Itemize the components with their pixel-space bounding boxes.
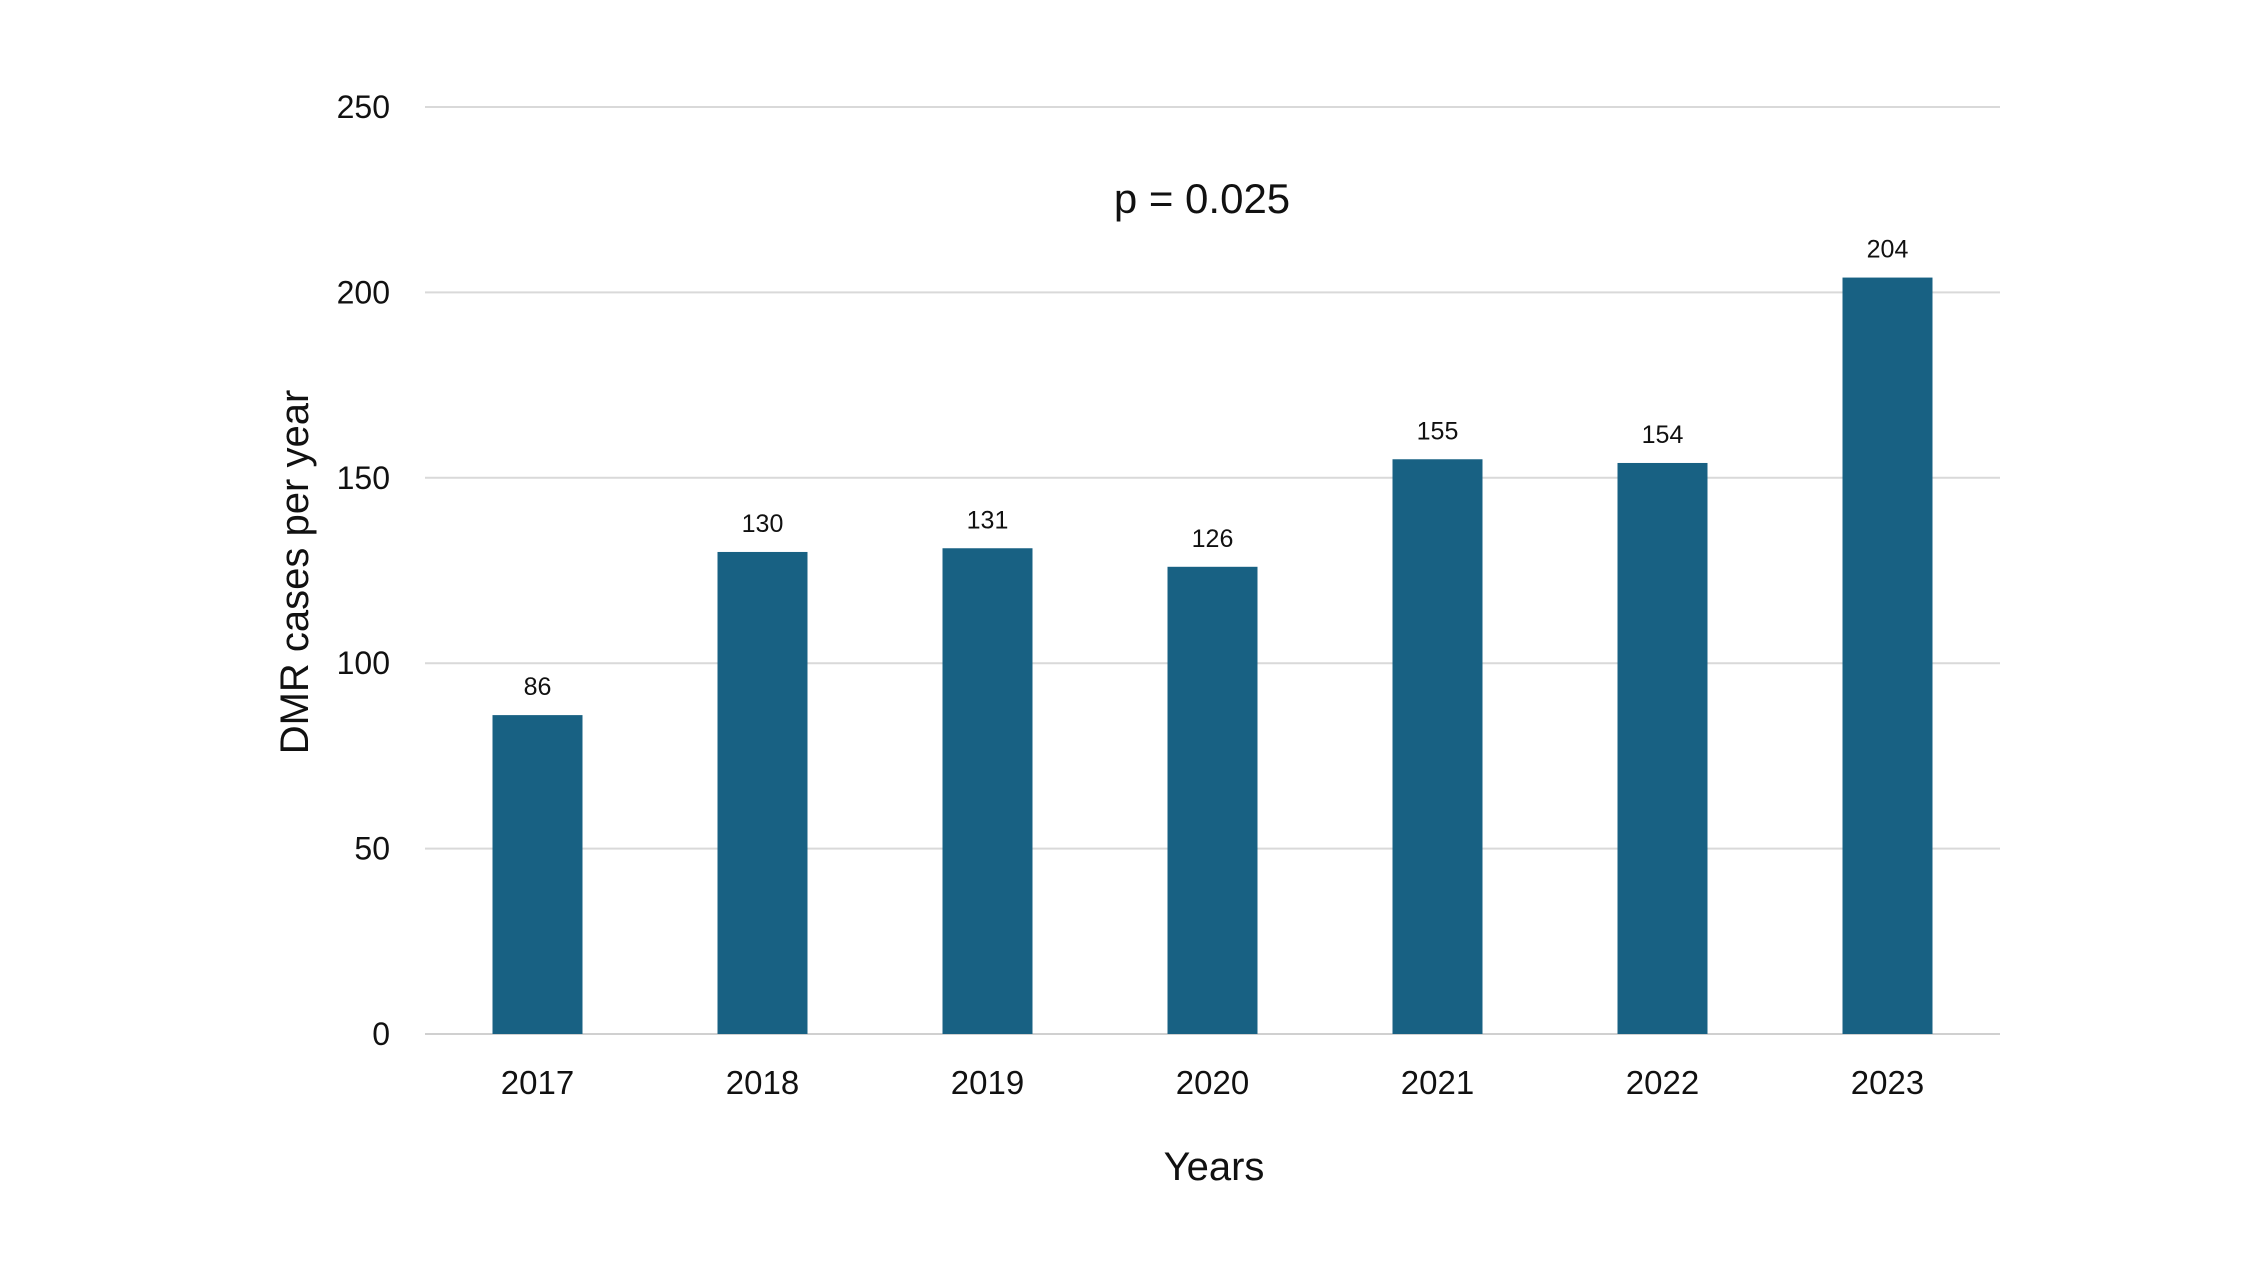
x-tick-label-2022: 2022 — [1626, 1064, 1699, 1101]
y-tick-label: 0 — [372, 1016, 390, 1052]
y-axis-title: DMR cases per year — [273, 390, 317, 755]
bar-2021 — [1392, 459, 1483, 1034]
x-tick-label-2020: 2020 — [1176, 1064, 1249, 1101]
y-tick-label: 150 — [337, 460, 390, 496]
x-tick-label-2023: 2023 — [1851, 1064, 1924, 1101]
x-axis-title: Years — [1164, 1145, 1265, 1189]
bar-2022 — [1617, 462, 1708, 1034]
data-label-2018: 130 — [742, 510, 784, 538]
bars — [492, 277, 1933, 1034]
bar-2023 — [1842, 277, 1933, 1034]
y-tick-label: 200 — [337, 274, 390, 310]
data-label-2020: 126 — [1192, 525, 1234, 553]
data-labels: 86 130 131 126 155 154 204 — [524, 236, 1909, 702]
bar-2019 — [942, 548, 1033, 1034]
bar-2017 — [492, 715, 583, 1034]
bar-2018 — [717, 551, 808, 1034]
x-axis-ticks: 2017 2018 2019 2020 2021 2022 2023 — [501, 1064, 1924, 1101]
data-label-2017: 86 — [524, 673, 552, 701]
x-tick-label-2017: 2017 — [501, 1064, 574, 1101]
data-label-2023: 204 — [1867, 236, 1909, 264]
x-tick-label-2018: 2018 — [726, 1064, 799, 1101]
y-axis-ticks: 0 50 100 150 200 250 — [337, 89, 390, 1052]
bar-2020 — [1167, 566, 1258, 1034]
x-tick-label-2019: 2019 — [951, 1064, 1024, 1101]
y-tick-label: 100 — [337, 645, 390, 681]
data-label-2019: 131 — [967, 506, 1009, 534]
data-label-2021: 155 — [1417, 417, 1459, 445]
data-label-2022: 154 — [1642, 421, 1684, 449]
x-tick-label-2021: 2021 — [1401, 1064, 1474, 1101]
y-tick-label: 250 — [337, 89, 390, 125]
y-tick-label: 50 — [354, 831, 390, 867]
p-value-annotation: p = 0.025 — [1114, 175, 1290, 222]
